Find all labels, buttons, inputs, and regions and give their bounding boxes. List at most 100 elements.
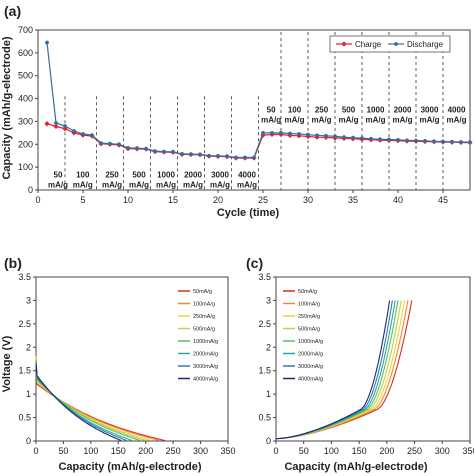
- rate-label-value: 250: [315, 105, 329, 114]
- discharge-point: [342, 135, 346, 140]
- x-tick-label: 20: [213, 195, 223, 205]
- discharge-point: [459, 140, 463, 144]
- charge-curve: [275, 300, 409, 440]
- rate-label-unit: mA/g: [102, 180, 122, 189]
- x-tick-label: 250: [407, 446, 422, 456]
- legend-label: 50mA/g: [298, 289, 317, 295]
- x-tick-label: 100: [324, 446, 339, 456]
- rate-label-unit: mA/g: [366, 115, 386, 124]
- x-tick-label: 150: [111, 446, 126, 456]
- discharge-point: [414, 138, 418, 143]
- rate-label-unit: mA/g: [285, 115, 305, 124]
- legend-label-charge: Charge: [355, 40, 382, 49]
- rate-label-unit: mA/g: [237, 180, 257, 189]
- discharge-point: [378, 137, 382, 142]
- discharge-point: [270, 130, 274, 135]
- discharge-point: [261, 130, 265, 135]
- discharge-point: [117, 142, 121, 147]
- legend-label: 250mA/g: [298, 314, 320, 320]
- x-tick-label: 15: [168, 195, 178, 205]
- x-tick-label: 30: [303, 195, 313, 205]
- y-tick-label: 0.5: [258, 413, 271, 423]
- discharge-point: [81, 132, 85, 136]
- rate-label-unit: mA/g: [447, 115, 467, 124]
- legend-label: 500mA/g: [193, 327, 215, 333]
- y-tick-label: 2.5: [258, 319, 271, 329]
- legend-label: 3000mA/g: [193, 364, 218, 370]
- rate-label-unit: mA/g: [339, 115, 359, 124]
- rate-label-unit: mA/g: [129, 180, 149, 189]
- legend-label: 100mA/g: [193, 302, 215, 308]
- legend-label: 500mA/g: [298, 327, 320, 333]
- discharge-point: [432, 139, 436, 144]
- discharge-point: [279, 130, 283, 135]
- x-tick-label: 300: [193, 446, 208, 456]
- discharge-point: [135, 146, 139, 151]
- discharge-point: [225, 154, 229, 159]
- y-tick-label: 3.5: [258, 272, 271, 282]
- plot-c: 0 0.5 1 1.5 2 2.5 3 3.5 0 50 100 150 200 250 300 350 50m…: [258, 272, 474, 456]
- plot-frame: [37, 29, 471, 191]
- discharge-point: [423, 138, 427, 143]
- y-tick-label: 2: [26, 342, 31, 352]
- discharge-point: [234, 155, 238, 160]
- discharge-curve: [35, 358, 146, 442]
- discharge-point: [63, 124, 67, 128]
- discharge-curve: [35, 357, 152, 442]
- legend-label: 1000mA/g: [298, 339, 323, 345]
- discharge-point: [369, 136, 373, 141]
- discharge-point: [387, 137, 391, 142]
- legend-label: 4000mA/g: [298, 377, 323, 383]
- y-tick-label: 500: [18, 71, 33, 81]
- legend-marker-charge: [341, 41, 347, 47]
- y-tick-label: 700: [18, 25, 33, 35]
- x-tick-label: 5: [80, 195, 85, 205]
- discharge-point: [333, 134, 337, 139]
- y-tick-label: 1: [26, 389, 31, 399]
- axis-title-x-a: Cycle (time): [217, 207, 280, 219]
- discharge-point: [396, 138, 400, 142]
- legend-marker-discharge: [394, 42, 398, 46]
- discharge-point: [216, 154, 220, 158]
- x-tick-label: 300: [435, 446, 450, 456]
- rate-label-unit: mA/g: [48, 180, 68, 189]
- x-tick-label: 50: [58, 446, 68, 456]
- x-tick-label: 350: [462, 446, 474, 456]
- discharge-point: [54, 121, 58, 125]
- charge-curve: [275, 300, 402, 440]
- charge-curve: [275, 300, 406, 440]
- legend-c: 50mA/g 100mA/g 250mA/g 500mA/g 1000mA/g 2000m…: [283, 289, 323, 383]
- rate-label-value: 4000: [448, 105, 466, 114]
- discharge-curve: [35, 362, 127, 442]
- y-tick-label: 3.5: [18, 272, 31, 282]
- discharge-point: [108, 141, 112, 146]
- y-tick-label: 0: [28, 185, 33, 195]
- discharge-point: [45, 40, 49, 45]
- rate-label-value: 1000: [157, 170, 175, 179]
- axis-title-y-b: Voltage (V): [1, 335, 13, 392]
- rate-label-value: 100: [76, 170, 90, 179]
- y-tick-label: 1: [266, 389, 271, 399]
- x-tick-label: 50: [299, 446, 309, 456]
- y-tick-label: 0: [266, 436, 271, 446]
- discharge-point: [72, 129, 76, 133]
- legend-label: 250mA/g: [193, 314, 215, 320]
- rate-label-value: 3000: [211, 170, 229, 179]
- axis-title-x-c: Capacity (mAh/g-electrode): [284, 461, 427, 473]
- rate-label-value: 50: [267, 105, 276, 114]
- y-tick-label: 3: [266, 295, 271, 305]
- discharge-point: [189, 152, 193, 157]
- y-tick-label: 200: [18, 139, 33, 149]
- discharge-curve: [35, 364, 122, 442]
- rate-label-unit: mA/g: [210, 180, 230, 189]
- y-tick-label: 100: [18, 162, 33, 172]
- x-tick-label: 0: [35, 195, 40, 205]
- discharge-curve: [35, 359, 141, 442]
- rate-label-value: 50: [54, 170, 63, 179]
- legend-b: 50mA/g 100mA/g 250mA/g 500mA/g 1000mA/g 2000m…: [178, 289, 218, 383]
- rate-label-value: 100: [288, 105, 302, 114]
- discharge-point: [243, 155, 247, 160]
- discharge-point: [99, 141, 103, 146]
- x-tick-label: 200: [379, 446, 394, 456]
